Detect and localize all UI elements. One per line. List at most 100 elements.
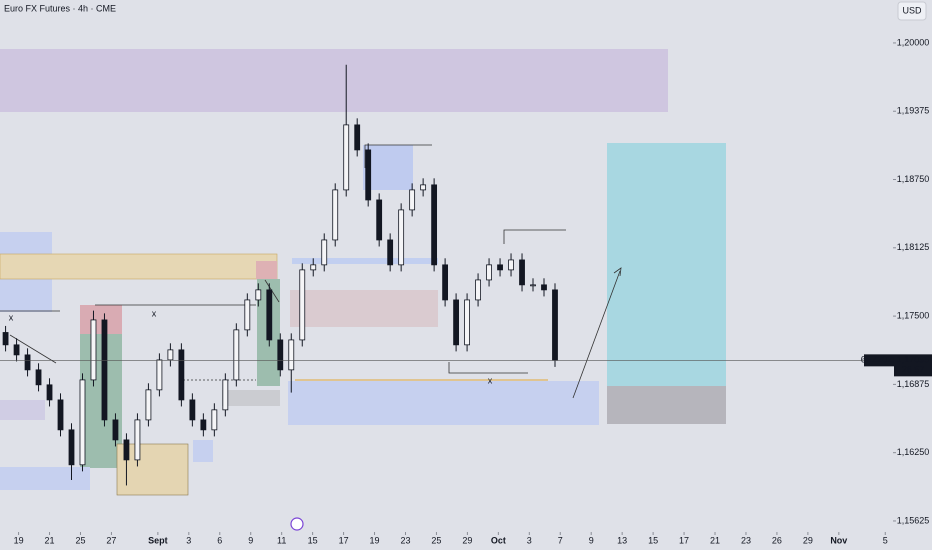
last-price-bg: [894, 354, 932, 377]
arrow: [572, 270, 621, 399]
annotation: x: [488, 375, 493, 385]
x-tick-label: 17: [679, 535, 689, 545]
zone: [290, 290, 438, 327]
candle-body: [68, 429, 75, 466]
arrow: [9, 334, 57, 364]
event-icon[interactable]: [290, 517, 304, 531]
candle-body: [519, 259, 525, 286]
candle-body: [266, 289, 273, 341]
candle-body: [112, 419, 119, 441]
candle-body: [211, 409, 218, 431]
candle-body: [343, 124, 350, 191]
level-line: [503, 229, 566, 244]
zone: [292, 258, 438, 264]
drawings: [0, 49, 726, 531]
x-tick-label: 27: [106, 535, 116, 545]
x-tick-label: 3: [186, 535, 191, 545]
stop-zone: [607, 386, 726, 424]
x-tick-label: 3: [527, 535, 532, 545]
candle-body: [365, 149, 372, 201]
candle-body: [233, 329, 240, 381]
zone: [80, 305, 122, 334]
x-tick-label: Nov: [830, 535, 847, 545]
x-tick-label: 23: [400, 535, 410, 545]
y-tick-label: 1,16875: [897, 379, 930, 389]
candle-body: [46, 384, 53, 401]
arrow-head: [613, 267, 622, 277]
price-axis: [893, 0, 932, 550]
candle-body: [442, 264, 449, 301]
candle-body: [409, 189, 416, 211]
x-tick-label: 29: [462, 535, 472, 545]
candle-body: [486, 264, 492, 281]
currency[interactable]: USD: [902, 5, 922, 15]
x-tick-label: 9: [589, 535, 594, 545]
x-tick-label: 19: [370, 535, 380, 545]
candle-body: [24, 354, 31, 371]
zone: [222, 390, 280, 406]
candle-body: [13, 344, 20, 356]
candle-body: [332, 189, 339, 241]
candle-body: [178, 349, 185, 401]
candle-body: [244, 299, 251, 331]
candle-body: [101, 319, 108, 421]
zone: [363, 145, 413, 190]
zone: [193, 440, 213, 462]
candle-body: [90, 319, 97, 381]
y-tick-label: 1,20000: [897, 37, 930, 47]
zone: [288, 381, 599, 425]
candle-body: [222, 379, 229, 411]
candle-body: [35, 369, 42, 386]
zone: [0, 467, 90, 490]
zone: [0, 49, 668, 112]
x-tick-label: Oct: [491, 535, 506, 545]
y-tick-label: 1,19375: [897, 106, 930, 116]
candle-body: [453, 299, 459, 346]
candle-body: [134, 419, 141, 461]
candle-body: [376, 199, 383, 241]
target-zone: [607, 143, 726, 386]
candle-body: [398, 209, 405, 266]
annotation: x: [9, 312, 14, 322]
x-tick-label: 19: [14, 535, 24, 545]
candle-body: [200, 419, 207, 431]
candle-body: [497, 264, 503, 271]
level-line: [364, 144, 432, 168]
candle-body: [123, 439, 130, 461]
x-tick-label: 15: [308, 535, 318, 545]
y-tick-label: 1,16250: [897, 447, 930, 457]
zone: [0, 253, 278, 280]
candle-body: [541, 284, 547, 291]
candle-body: [299, 269, 306, 341]
y-tick-label: 1,18750: [897, 174, 930, 184]
zone: [80, 334, 122, 468]
last-price-label: 1,17095: [897, 355, 930, 365]
candle-body: [475, 279, 481, 301]
x-tick-label: 17: [339, 535, 349, 545]
x-tick-label: Sept: [148, 535, 168, 545]
x-tick-label: 6: [217, 535, 222, 545]
candle-body: [145, 389, 152, 421]
candles: [2, 64, 558, 486]
chart-title: Euro FX Futures · 4h · CME: [4, 3, 116, 13]
currency-button[interactable]: [897, 1, 927, 21]
y-tick-label: 1,15625: [897, 515, 930, 525]
x-tick-label: 21: [710, 535, 720, 545]
symbol-tag: 6EZ2025: [861, 355, 898, 365]
zone: [0, 400, 45, 420]
candle-body: [255, 289, 262, 301]
candle-body: [431, 184, 438, 266]
x-tick-label: 25: [431, 535, 441, 545]
symbol-tag-bg: [864, 354, 894, 367]
candle-body: [156, 359, 163, 391]
countdown: 26:57: [902, 365, 925, 375]
candle-body: [464, 299, 470, 346]
x-tick-label: 25: [75, 535, 85, 545]
y-tick-label: 1,17500: [897, 310, 930, 320]
candle-body: [310, 264, 317, 271]
annotation: x: [152, 308, 157, 318]
candle-body: [387, 239, 394, 266]
candle-body: [288, 339, 295, 371]
candle-body: [79, 379, 86, 466]
